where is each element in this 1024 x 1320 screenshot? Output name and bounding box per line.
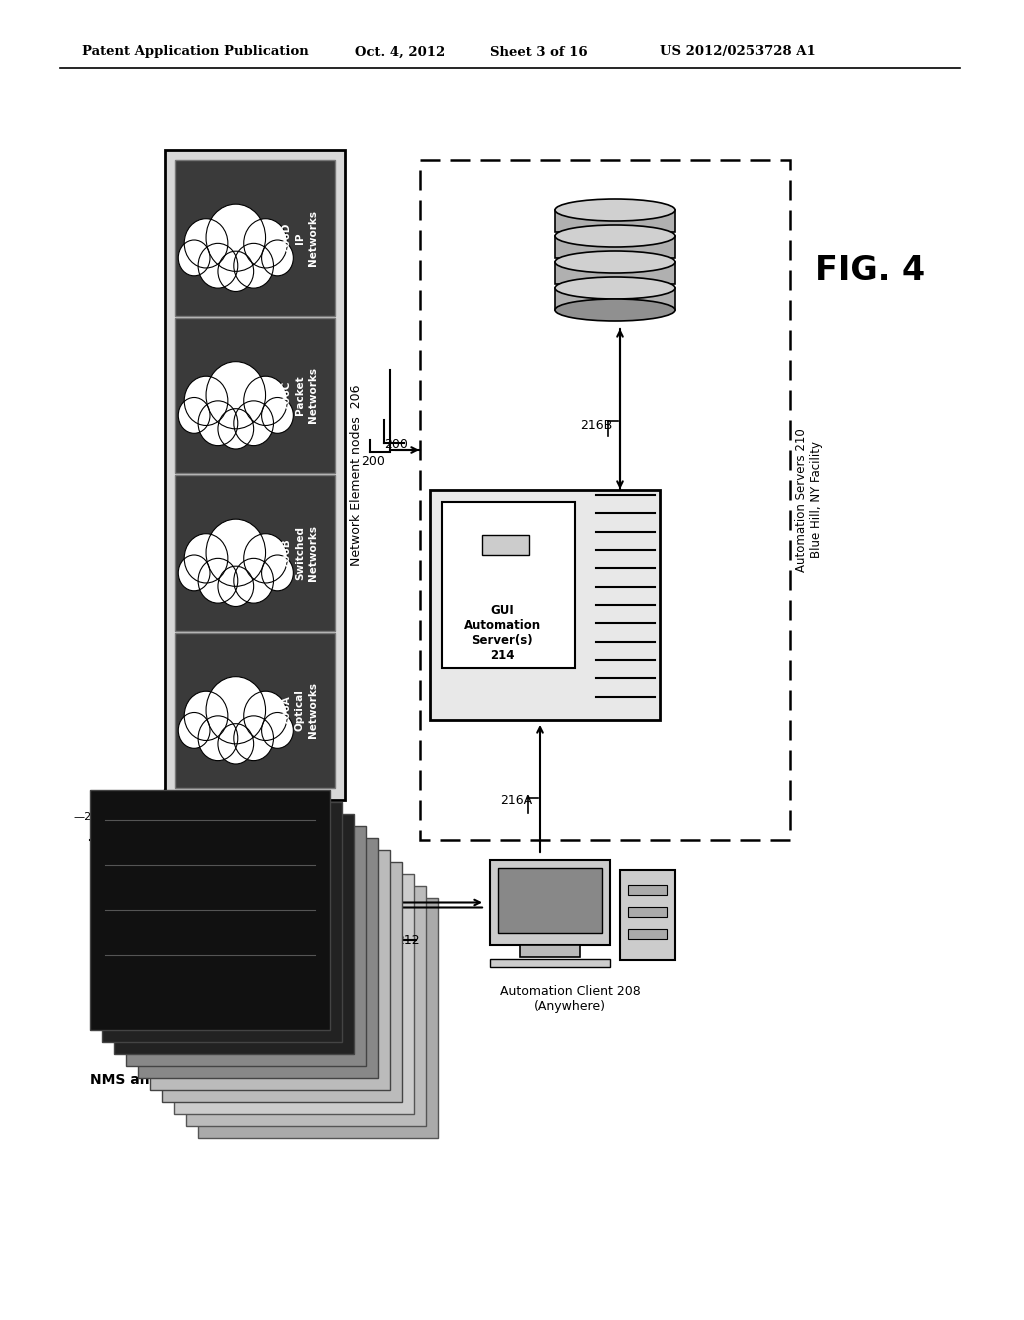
Bar — [520, 945, 580, 957]
Ellipse shape — [198, 243, 238, 288]
Bar — [490, 960, 610, 968]
Text: 206B
Switched
Networks: 206B Switched Networks — [282, 525, 318, 581]
Ellipse shape — [218, 251, 254, 292]
Ellipse shape — [206, 677, 265, 744]
Ellipse shape — [218, 723, 254, 764]
Bar — [628, 929, 667, 939]
Bar — [175, 475, 335, 631]
Bar — [175, 160, 335, 315]
Ellipse shape — [198, 715, 238, 760]
Ellipse shape — [261, 713, 293, 748]
Bar — [198, 898, 438, 1138]
Ellipse shape — [198, 401, 238, 446]
Text: 216A: 216A — [500, 793, 532, 807]
Bar — [420, 160, 790, 840]
Ellipse shape — [261, 397, 293, 433]
Ellipse shape — [206, 205, 265, 272]
Bar — [126, 826, 366, 1067]
Ellipse shape — [261, 554, 293, 591]
Ellipse shape — [233, 715, 273, 760]
Text: Automation Servers 210
Blue Hill, NY Facility: Automation Servers 210 Blue Hill, NY Fac… — [795, 428, 823, 572]
Bar — [150, 850, 390, 1090]
Text: Sheet 3 of 16: Sheet 3 of 16 — [490, 45, 588, 58]
Ellipse shape — [178, 240, 210, 276]
Bar — [175, 318, 335, 473]
Bar — [165, 150, 345, 800]
Ellipse shape — [184, 219, 228, 268]
Bar — [490, 861, 610, 945]
Text: Primary: Primary — [201, 849, 240, 886]
Ellipse shape — [555, 251, 675, 273]
Ellipse shape — [178, 397, 210, 433]
Ellipse shape — [244, 219, 288, 268]
Text: US 2012/0253728 A1: US 2012/0253728 A1 — [660, 45, 816, 58]
Text: 216B: 216B — [580, 418, 612, 432]
Bar — [102, 803, 342, 1041]
Ellipse shape — [244, 376, 288, 425]
Text: 212: 212 — [396, 933, 420, 946]
Ellipse shape — [184, 692, 228, 741]
Ellipse shape — [233, 243, 273, 288]
Ellipse shape — [184, 533, 228, 583]
Bar — [498, 869, 602, 933]
Bar — [442, 502, 575, 668]
Bar — [90, 789, 330, 1030]
Bar — [555, 210, 675, 232]
Text: FIG. 4: FIG. 4 — [815, 253, 925, 286]
Ellipse shape — [555, 277, 675, 300]
Text: GUI
Automation
Server(s)
214: GUI Automation Server(s) 214 — [464, 603, 541, 661]
Bar — [628, 907, 667, 917]
Text: 206C
Packet
Networks: 206C Packet Networks — [282, 367, 318, 424]
Text: Automation Client 208
(Anywhere): Automation Client 208 (Anywhere) — [500, 985, 640, 1012]
Bar — [114, 814, 354, 1053]
Ellipse shape — [244, 533, 288, 583]
Bar — [174, 874, 414, 1114]
Ellipse shape — [206, 362, 265, 429]
Ellipse shape — [233, 401, 273, 446]
Text: Patent Application Publication: Patent Application Publication — [82, 45, 309, 58]
Text: Network Element nodes  206: Network Element nodes 206 — [350, 384, 364, 566]
Bar — [620, 870, 675, 960]
Ellipse shape — [555, 224, 675, 247]
Text: Oct. 4, 2012: Oct. 4, 2012 — [355, 45, 445, 58]
Ellipse shape — [178, 554, 210, 591]
Bar — [186, 886, 426, 1126]
Ellipse shape — [198, 558, 238, 603]
Text: Secondary: Secondary — [130, 858, 180, 906]
Bar — [138, 838, 378, 1078]
Bar — [430, 490, 660, 719]
Ellipse shape — [206, 519, 265, 586]
Bar — [175, 632, 335, 788]
Bar — [162, 862, 402, 1102]
Text: NMS and EMS Servers 204: NMS and EMS Servers 204 — [90, 1073, 297, 1086]
Ellipse shape — [233, 558, 273, 603]
Ellipse shape — [184, 376, 228, 425]
Text: 206A
Optical
Networks: 206A Optical Networks — [282, 682, 318, 738]
Text: 200: 200 — [361, 455, 385, 469]
Ellipse shape — [555, 300, 675, 321]
Bar — [628, 884, 667, 895]
Bar — [555, 288, 675, 310]
Bar — [482, 535, 528, 554]
Ellipse shape — [178, 713, 210, 748]
Text: —205B: —205B — [73, 812, 113, 822]
Text: —205B: —205B — [121, 804, 163, 817]
Text: 205B: 205B — [97, 842, 128, 855]
Ellipse shape — [218, 566, 254, 606]
Ellipse shape — [555, 199, 675, 220]
Text: 200: 200 — [384, 438, 408, 451]
Text: 206D
IP
Networks: 206D IP Networks — [282, 210, 318, 265]
Ellipse shape — [244, 692, 288, 741]
Bar — [555, 236, 675, 257]
Bar — [555, 261, 675, 284]
Text: 205A: 205A — [278, 837, 307, 850]
Ellipse shape — [261, 240, 293, 276]
Ellipse shape — [218, 409, 254, 449]
